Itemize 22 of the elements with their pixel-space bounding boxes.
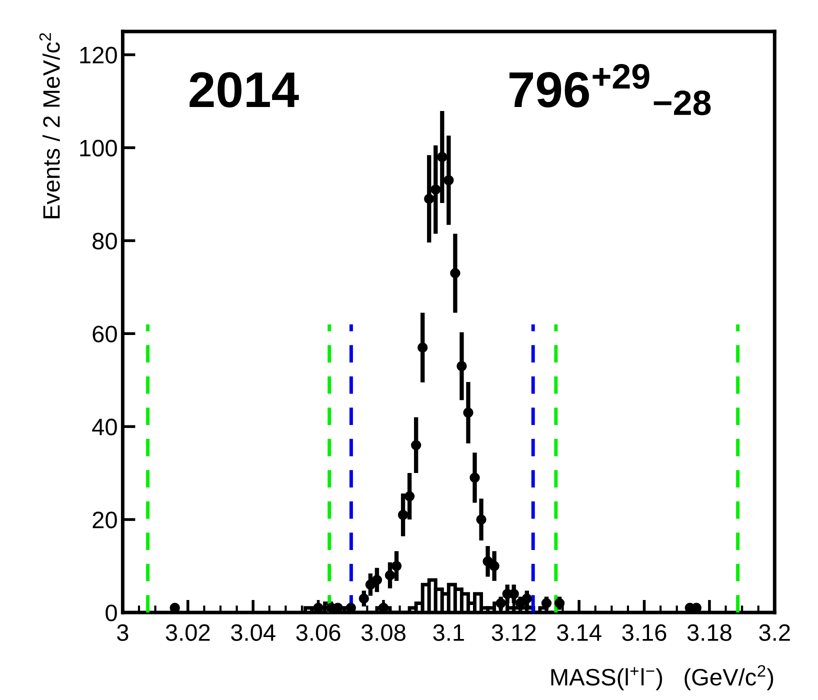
y-tick-label: 20	[92, 512, 117, 528]
y-tick-label: 120	[80, 46, 117, 64]
x-axis-title: MASS(l$^{+}$l$^{−}$) (GeV/c$^{2}$)	[551, 665, 774, 690]
y-tick-label: 60	[92, 326, 117, 342]
y-axis-title: Events / 2 MeV/c$^{2}$	[39, 33, 60, 218]
y-tick-label: 100	[80, 140, 117, 156]
x-tick-label: 3.18	[687, 624, 732, 641]
x-tick-label: 3.04	[231, 624, 276, 641]
y-tick-label: 80	[92, 232, 117, 250]
x-tick-label: 3.06	[296, 624, 340, 641]
x-tick-label: 3.14	[556, 624, 602, 641]
x-tick-label: 3	[117, 624, 128, 641]
x-tick-label: 3.08	[361, 624, 406, 641]
y-tick-label: 40	[92, 418, 117, 436]
x-tick-label: 3.2	[759, 624, 790, 641]
annotation: 796$^{+29}$$_{−28}$	[509, 64, 711, 116]
x-tick-label: 3.16	[622, 624, 666, 641]
annotation: 2014	[190, 72, 299, 108]
x-tick-label: 3.1	[433, 624, 464, 641]
x-tick-label: 3.12	[492, 624, 536, 641]
y-tick-label: 0	[106, 604, 117, 622]
x-tick-label: 3.02	[166, 624, 210, 641]
